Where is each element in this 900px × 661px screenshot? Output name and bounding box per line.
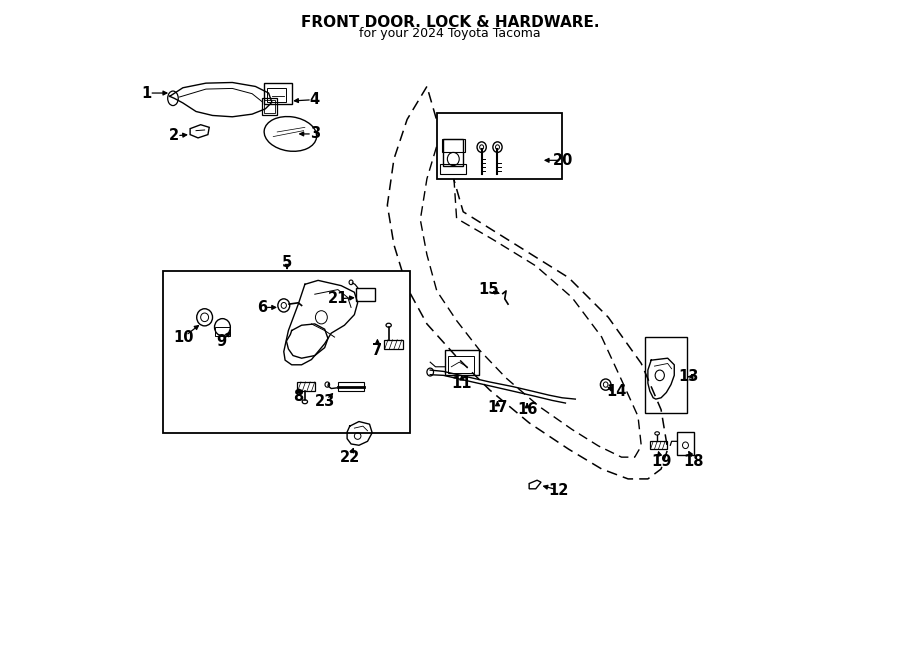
Bar bbox=[262, 98, 276, 116]
Text: 6: 6 bbox=[256, 300, 267, 315]
Text: 19: 19 bbox=[651, 453, 671, 469]
Bar bbox=[448, 356, 474, 373]
Text: 16: 16 bbox=[517, 402, 537, 417]
Text: 7: 7 bbox=[373, 343, 382, 358]
Text: 4: 4 bbox=[310, 92, 320, 107]
Text: 15: 15 bbox=[478, 282, 499, 297]
Bar bbox=[440, 165, 466, 174]
Bar bbox=[338, 382, 364, 391]
Bar bbox=[436, 113, 562, 178]
Text: 2: 2 bbox=[169, 128, 179, 143]
Text: 12: 12 bbox=[549, 483, 569, 498]
Text: 13: 13 bbox=[679, 369, 699, 384]
Bar bbox=[266, 88, 286, 102]
Text: 11: 11 bbox=[452, 375, 472, 391]
Bar bbox=[163, 271, 410, 433]
Text: FRONT DOOR. LOCK & HARDWARE.: FRONT DOOR. LOCK & HARDWARE. bbox=[301, 15, 599, 30]
Text: 1: 1 bbox=[141, 85, 152, 100]
Text: 10: 10 bbox=[174, 330, 194, 344]
Bar bbox=[444, 139, 464, 166]
Bar bbox=[445, 350, 479, 375]
Text: 5: 5 bbox=[282, 255, 292, 270]
Bar bbox=[384, 340, 402, 349]
Bar bbox=[264, 100, 274, 114]
Text: 3: 3 bbox=[310, 126, 320, 141]
Text: 14: 14 bbox=[607, 383, 627, 399]
Text: for your 2024 Toyota Tacoma: for your 2024 Toyota Tacoma bbox=[359, 27, 541, 40]
Bar bbox=[356, 288, 374, 301]
Bar bbox=[215, 327, 230, 336]
Bar bbox=[264, 83, 292, 104]
Bar bbox=[644, 337, 688, 413]
Text: 23: 23 bbox=[314, 393, 335, 408]
Text: 17: 17 bbox=[487, 400, 508, 415]
Bar bbox=[677, 432, 694, 455]
Bar bbox=[297, 382, 315, 391]
Text: 8: 8 bbox=[293, 389, 303, 404]
Bar bbox=[650, 442, 667, 449]
Bar bbox=[442, 139, 465, 153]
Text: 20: 20 bbox=[554, 153, 573, 168]
Text: 9: 9 bbox=[217, 334, 227, 349]
Text: 22: 22 bbox=[339, 450, 360, 465]
Text: 18: 18 bbox=[684, 453, 705, 469]
Text: 21: 21 bbox=[328, 292, 348, 306]
